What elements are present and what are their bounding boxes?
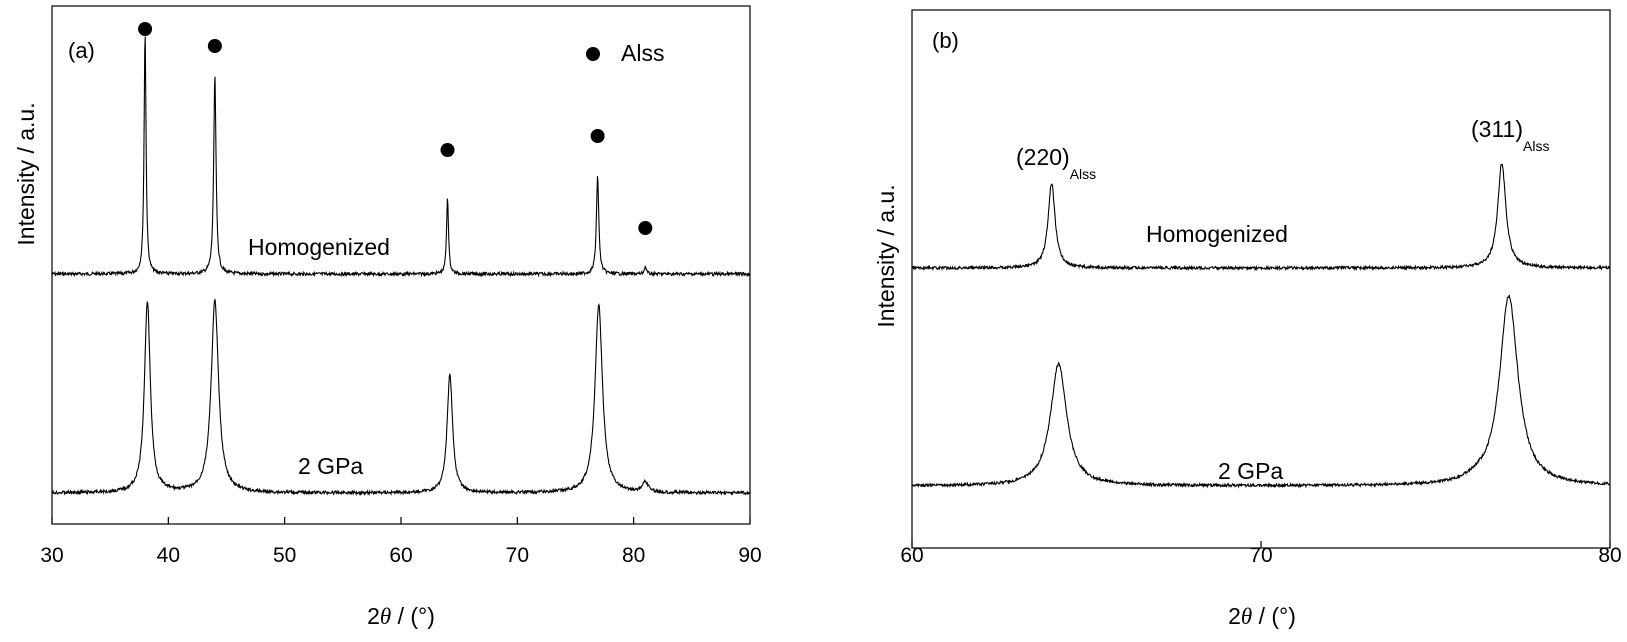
x-tick-label: 60 <box>900 544 923 567</box>
x-ticks-b: 60 70 80 <box>900 541 1622 567</box>
xrd-trace-2-gpa <box>911 294 1611 489</box>
x-tick-label: 80 <box>1598 544 1621 567</box>
alss-peak-marker-icon <box>590 129 605 143</box>
series-label-homogenized-b: Homogenized <box>1146 221 1288 247</box>
alss-peak-marker-icon <box>440 143 455 157</box>
series-label-homogenized-a: Homogenized <box>248 234 390 260</box>
alss-peak-marker-icon <box>638 221 653 235</box>
x-ticks-a: 30 40 50 60 70 80 90 <box>40 517 762 567</box>
alss-peak-marker-icon <box>138 22 153 36</box>
legend-label-alss: Alss <box>621 40 664 66</box>
xrd-trace-homogenized <box>911 163 1611 272</box>
peak-label-220: (220)Alss <box>1016 144 1096 182</box>
series-label-2gpa-a: 2 GPa <box>298 453 363 479</box>
peak-label-311: (311)Alss <box>1471 116 1549 154</box>
x-tick-label: 50 <box>273 544 296 567</box>
x-tick-label: 40 <box>157 544 180 567</box>
y-axis-label-b: Intensity / a.u. <box>873 184 899 327</box>
x-tick-label: 70 <box>1249 544 1272 567</box>
alss-markers-a <box>138 22 653 235</box>
x-axis-label-a: 2θ / (°) <box>367 603 435 629</box>
plot-frame-a <box>51 5 751 525</box>
y-axis-label-a: Intensity / a.u. <box>13 102 39 245</box>
x-tick-label: 90 <box>738 544 761 567</box>
traces-b <box>911 163 1611 489</box>
x-axis-label-b: 2θ / (°) <box>1228 603 1296 629</box>
x-tick-label: 30 <box>40 544 63 567</box>
x-tick-label: 60 <box>389 544 412 567</box>
xrd-trace-homogenized <box>51 36 751 278</box>
panel-tag-b: (b) <box>932 28 959 53</box>
series-label-2gpa-b: 2 GPa <box>1218 458 1283 484</box>
alss-peak-marker-icon <box>207 39 222 53</box>
xrd-trace-2-gpa <box>51 298 751 497</box>
panel-b: 60 70 80 (b) (220)Alss (311)Alss Homogeniz… <box>873 9 1622 629</box>
x-tick-label: 70 <box>506 544 529 567</box>
panel-a: 30 40 50 60 70 80 90 (a) Alss Homogenized 2 GP… <box>13 5 762 629</box>
x-tick-label: 80 <box>622 544 645 567</box>
traces-a <box>51 36 751 497</box>
panel-tag-a: (a) <box>68 38 95 63</box>
legend-marker-icon <box>586 47 600 61</box>
